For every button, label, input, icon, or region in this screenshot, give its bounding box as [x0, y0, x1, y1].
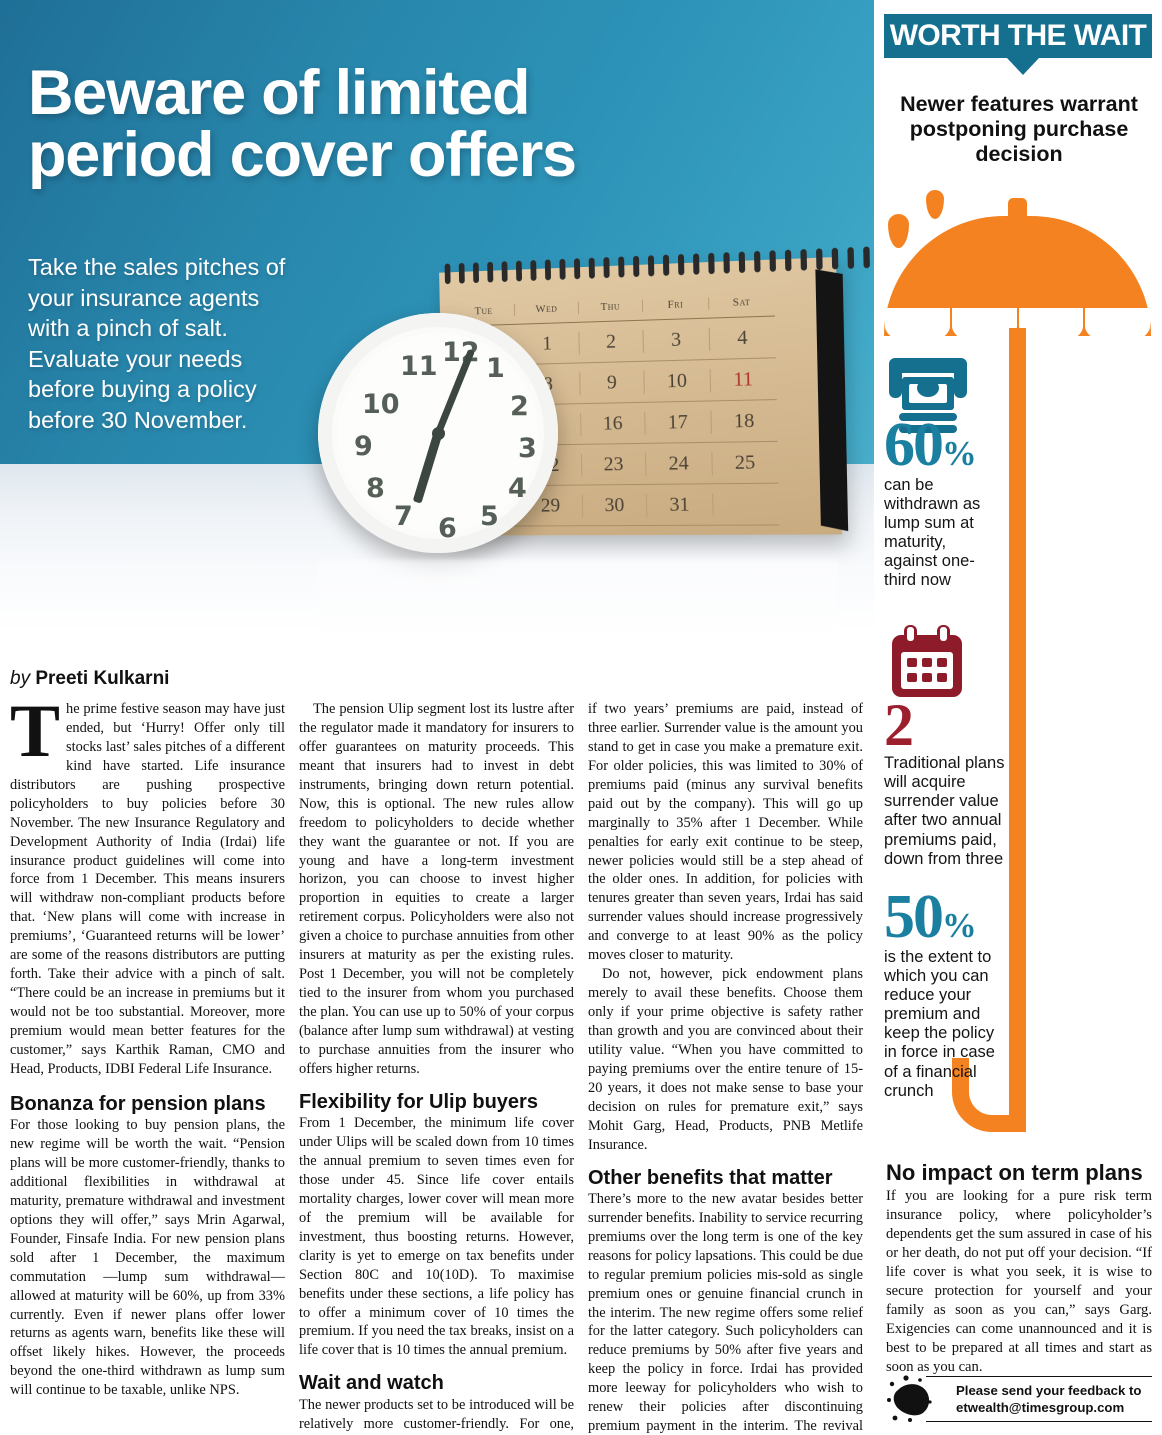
clock-numeral: 6: [438, 513, 457, 544]
stat-value: 60%: [884, 411, 977, 479]
banner-notch: [1007, 58, 1039, 75]
subheading-wait-and-watch: Wait and watch: [299, 1372, 444, 1395]
stat-50-percent-premium: 50% is the extent to which you can reduc…: [884, 883, 1006, 1101]
calendar-date: 2: [579, 329, 645, 355]
calendar-spiral-binding: [444, 246, 870, 285]
stat-description: Traditional plans will acquire surrender…: [884, 754, 1005, 868]
byline-author: Preeti Kulkarni: [35, 668, 170, 689]
paragraph: if two years’ premiums are paid, instead…: [588, 701, 863, 964]
infographic-subtitle: Newer features warrant postponing purcha…: [900, 92, 1138, 166]
wall-clock-image: 12 1 2 3 4 5 6 7 8 9 10 11: [318, 313, 558, 553]
ink-blot-icon: [886, 1374, 940, 1422]
calendar-date-highlight: 11: [733, 367, 754, 391]
calendar-day-header: Sat: [732, 295, 751, 309]
clock-calendar-photo: Tue Wed Thu Fri Sat 1 2 3 4: [300, 246, 870, 585]
paragraph: The newer products set to be introduced …: [299, 1396, 574, 1435]
subheading-flexibility: Flexibility for Ulip buyers: [299, 1090, 538, 1113]
feedback-text: Please send your feedback to etwealth@ti…: [956, 1382, 1141, 1416]
umbrella-shaft: [1009, 328, 1026, 1128]
stat-description: is the extent to which you can reduce yo…: [884, 947, 995, 1100]
feedback-rules: [926, 1376, 1152, 1422]
calendar-date: 17: [645, 410, 712, 435]
calendar-icon: [886, 625, 968, 708]
calendar-date: 24: [646, 451, 713, 476]
stat-value: 50%: [884, 883, 977, 951]
raindrop-icon: [888, 214, 909, 248]
clock-numeral: 11: [400, 351, 438, 382]
clock-numeral: 8: [366, 473, 385, 504]
calendar-date: 23: [581, 452, 647, 477]
clock-numeral: 4: [508, 473, 527, 504]
hero-banner: Tue Wed Thu Fri Sat 1 2 3 4: [0, 0, 874, 632]
clock-numeral: 3: [518, 433, 537, 464]
clock-numeral: 7: [394, 501, 413, 532]
worth-the-wait-infographic: WORTH THE WAIT Newer features warrant po…: [874, 0, 1162, 1435]
page-title: Beware of limited period cover offers: [28, 62, 748, 191]
feedback-email[interactable]: etwealth@timesgroup.com: [956, 1400, 1125, 1416]
paragraph: There’s more to the new avatar besides b…: [588, 1190, 863, 1435]
calendar-day-header: Fri: [643, 296, 709, 312]
calendar-date: 16: [580, 411, 646, 436]
calendar-date: 9: [580, 370, 646, 395]
byline-prefix: by: [10, 668, 31, 689]
calendar-stand: [815, 269, 849, 532]
raindrop-icon: [926, 190, 944, 219]
clock-numeral: 10: [362, 389, 400, 420]
article-column-3: if two years’ premiums are paid, instead…: [588, 700, 863, 1435]
paragraph: The prime festive season may have just e…: [10, 690, 285, 1077]
calendar-date: 3: [643, 327, 710, 353]
paragraph: The pension Ulip segment lost its lustre…: [299, 701, 574, 1077]
cash-withdrawal-icon: [886, 355, 970, 446]
headline-line-2: period cover offers: [28, 120, 577, 191]
calendar-day-header: Thu: [578, 299, 644, 314]
feedback-line-1: Please send your feedback to: [956, 1383, 1142, 1398]
subheading-bonanza: Bonanza for pension plans: [10, 1092, 266, 1115]
calendar-date: 4: [736, 326, 748, 349]
article-body: The prime festive season may have just e…: [10, 690, 870, 1435]
infographic-banner: WORTH THE WAIT: [884, 14, 1152, 58]
umbrella-scallop-edge: [884, 308, 1151, 344]
subheading-other-benefits: Other benefits that matter: [588, 1166, 833, 1189]
clock-numeral: 2: [510, 391, 529, 422]
no-impact-body: If you are looking for a pure risk term …: [886, 1188, 1152, 1375]
calendar-date: 25: [734, 450, 756, 474]
stat-2-traditional: 2 Traditional plans will acquire surrend…: [884, 692, 1006, 869]
calendar-date: 31: [647, 492, 714, 517]
stat-60-percent: 60% can be withdrawn as lump sum at matu…: [884, 411, 1002, 591]
headline-line-1: Beware of limited: [28, 58, 530, 128]
stat-value: 2: [884, 692, 914, 758]
calendar-date: 18: [733, 409, 755, 432]
calendar-day-header: Wed: [515, 301, 579, 316]
article-column-2: The pension Ulip segment lost its lustre…: [299, 700, 574, 1435]
clock-center-hub: [432, 427, 445, 440]
clock-face: 12 1 2 3 4 5 6 7 8 9 10 11: [338, 333, 538, 544]
no-impact-section: No impact on term plans If you are looki…: [886, 1160, 1152, 1377]
paragraph: From 1 December, the minimum life cover …: [299, 1115, 574, 1359]
umbrella-graphic: [874, 178, 1162, 1178]
no-impact-heading: No impact on term plans: [886, 1160, 1143, 1185]
paragraph: For those looking to buy pension plans, …: [10, 1117, 285, 1399]
clock-numeral: 5: [480, 501, 499, 532]
article-column-1: The prime festive season may have just e…: [10, 690, 285, 1435]
clock-numeral: 1: [486, 353, 505, 384]
feedback-block[interactable]: Please send your feedback to etwealth@ti…: [886, 1370, 1152, 1428]
standfirst: Take the sales pitches of your insurance…: [28, 254, 286, 433]
stat-description: can be withdrawn as lump sum at maturity…: [884, 475, 981, 590]
paragraph: Do not, however, pick endowment plans me…: [588, 966, 863, 1153]
infographic-banner-title: WORTH THE WAIT: [889, 19, 1147, 52]
calendar-date: 10: [644, 368, 711, 394]
clock-numeral: 9: [354, 431, 373, 462]
byline: by Preeti Kulkarni: [10, 668, 290, 690]
calendar-date: 30: [582, 493, 648, 517]
